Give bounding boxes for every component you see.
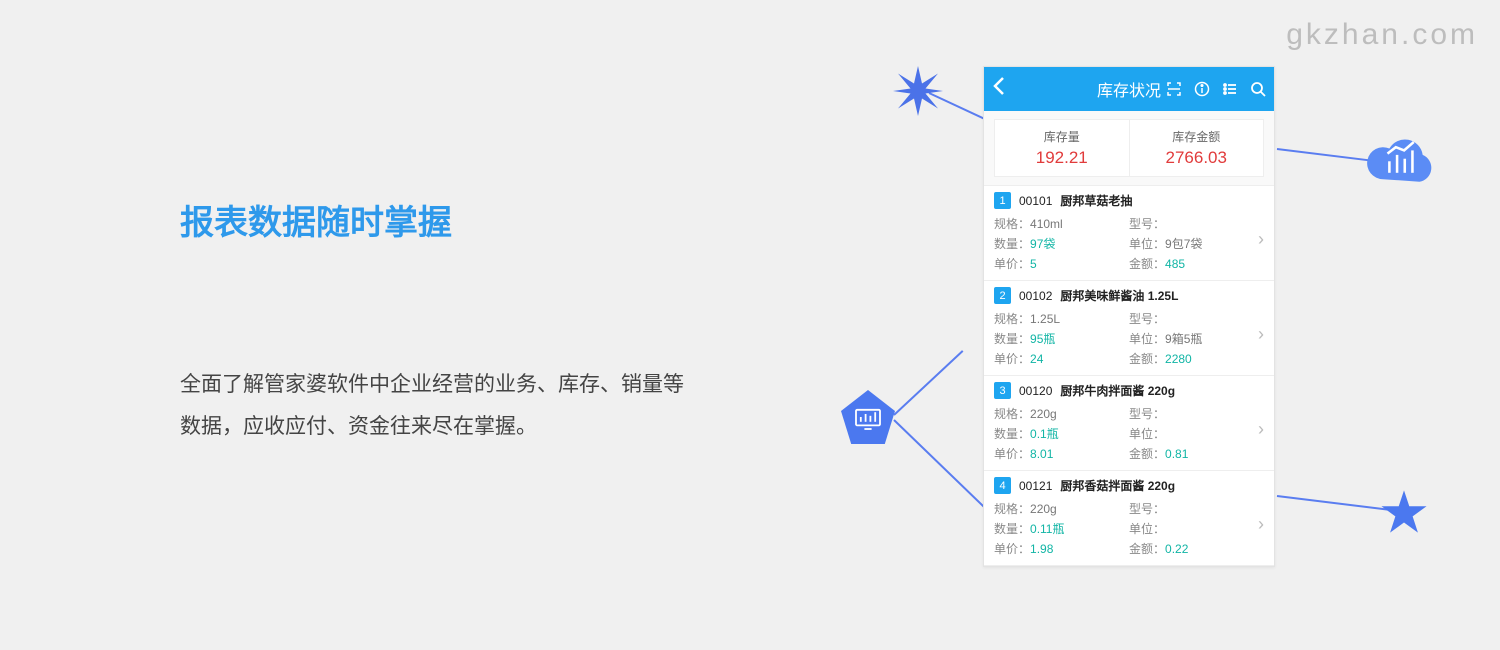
titlebar-actions <box>1166 81 1266 97</box>
starburst-icon <box>893 66 943 116</box>
search-icon[interactable] <box>1250 81 1266 97</box>
app-titlebar: 库存状况 <box>984 67 1274 111</box>
item-details: 规格：220g型号：数量：0.1瓶单位：单价：8.01金额：0.81 <box>994 405 1264 462</box>
list-item[interactable]: 4 00121 厨邦香菇拌面酱 220g 规格：220g型号：数量：0.11瓶单位：单… <box>984 471 1274 566</box>
connector-line <box>893 350 963 416</box>
item-name: 厨邦牛肉拌面酱 220g <box>1060 382 1175 399</box>
item-header: 4 00121 厨邦香菇拌面酱 220g <box>994 477 1264 494</box>
item-code: 00120 <box>1019 384 1052 398</box>
app-title: 库存状况 <box>1097 77 1161 101</box>
item-name: 厨邦草菇老抽 <box>1060 192 1132 209</box>
summary-card-qty[interactable]: 库存量 192.21 <box>994 119 1130 177</box>
item-index-badge: 1 <box>994 192 1011 209</box>
item-details: 规格：410ml型号：数量：97袋单位：9包7袋单价：5金额：485 <box>994 215 1264 272</box>
item-name: 厨邦美味鲜酱油 1.25L <box>1060 287 1178 304</box>
item-header: 2 00102 厨邦美味鲜酱油 1.25L <box>994 287 1264 304</box>
left-text-block: 报表数据随时掌握 全面了解管家婆软件中企业经营的业务、库存、销量等数据，应收应付… <box>180 195 700 448</box>
list-item[interactable]: 2 00102 厨邦美味鲜酱油 1.25L 规格：1.25L型号：数量：95瓶单位：9… <box>984 281 1274 376</box>
item-name: 厨邦香菇拌面酱 220g <box>1060 477 1175 494</box>
item-details: 规格：1.25L型号：数量：95瓶单位：9箱5瓶单价：24金额：2280 <box>994 310 1264 367</box>
item-details: 规格：220g型号：数量：0.11瓶单位：单价：1.98金额：0.22 <box>994 500 1264 557</box>
mobile-app-panel: 库存状况 <box>983 66 1275 567</box>
summary-row: 库存量 192.21 库存金额 2766.03 <box>984 111 1274 186</box>
item-code: 00121 <box>1019 479 1052 493</box>
connector-line <box>893 419 988 511</box>
chevron-right-icon: › <box>1258 229 1264 250</box>
scan-icon[interactable] <box>1166 81 1182 97</box>
list-item[interactable]: 1 00101 厨邦草菇老抽规格：410ml型号：数量：97袋单位：9包7袋单价：5… <box>984 186 1274 281</box>
chevron-right-icon: › <box>1258 324 1264 345</box>
item-index-badge: 2 <box>994 287 1011 304</box>
back-button[interactable] <box>984 76 1014 102</box>
summary-label: 库存金额 <box>1130 128 1264 145</box>
list-icon[interactable] <box>1222 81 1238 97</box>
summary-value: 192.21 <box>995 148 1129 168</box>
item-code: 00101 <box>1019 194 1052 208</box>
list-item[interactable]: 3 00120 厨邦牛肉拌面酱 220g 规格：220g型号：数量：0.1瓶单位：单价… <box>984 376 1274 471</box>
summary-card-amount[interactable]: 库存金额 2766.03 <box>1130 119 1265 177</box>
chevron-right-icon: › <box>1258 514 1264 535</box>
item-header: 3 00120 厨邦牛肉拌面酱 220g <box>994 382 1264 399</box>
watermark-text: gkzhan.com <box>1286 18 1478 52</box>
item-code: 00102 <box>1019 289 1052 303</box>
summary-label: 库存量 <box>995 128 1129 145</box>
cloud-chart-icon <box>1360 128 1438 192</box>
page-description: 全面了解管家婆软件中企业经营的业务、库存、销量等数据，应收应付、资金往来尽在掌握… <box>180 364 700 448</box>
item-index-badge: 4 <box>994 477 1011 494</box>
item-index-badge: 3 <box>994 382 1011 399</box>
item-header: 1 00101 厨邦草菇老抽 <box>994 192 1264 209</box>
pentagon-monitor-icon <box>838 387 898 447</box>
star-icon <box>1380 488 1428 536</box>
summary-value: 2766.03 <box>1130 148 1264 168</box>
chevron-right-icon: › <box>1258 419 1264 440</box>
info-icon[interactable] <box>1194 81 1210 97</box>
page-heading: 报表数据随时掌握 <box>180 195 700 244</box>
inventory-list: 1 00101 厨邦草菇老抽规格：410ml型号：数量：97袋单位：9包7袋单价：5… <box>984 186 1274 566</box>
